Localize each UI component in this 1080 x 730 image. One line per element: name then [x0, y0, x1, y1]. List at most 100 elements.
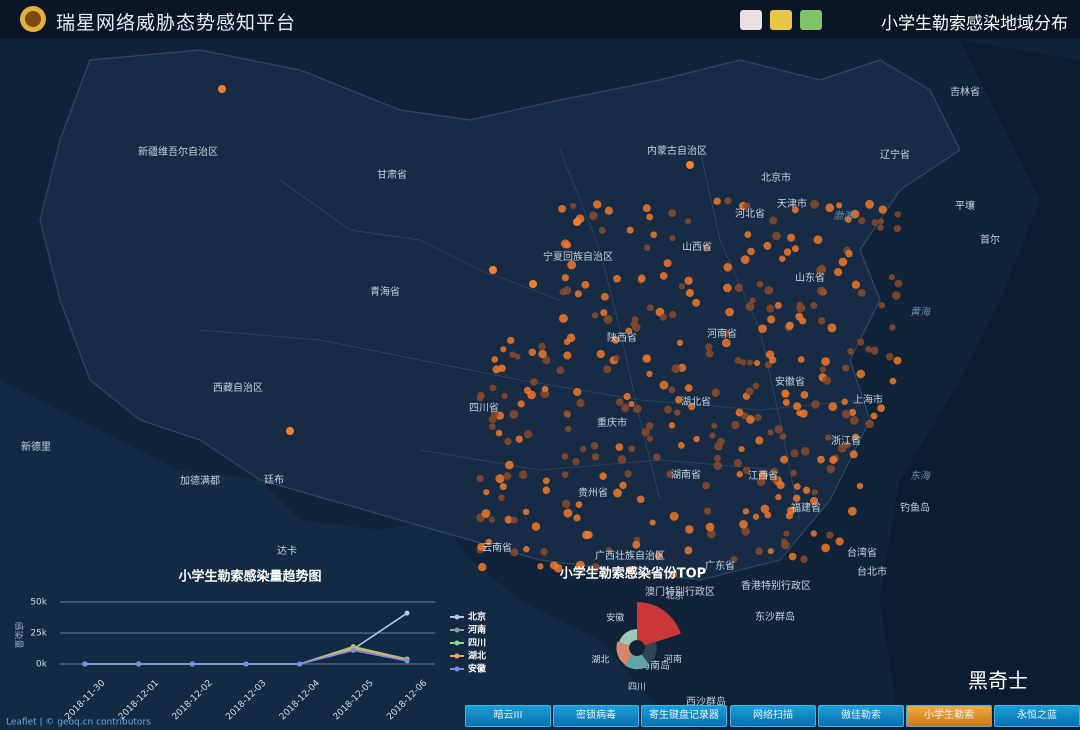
infection-dot	[523, 386, 532, 395]
infection-dot	[782, 398, 790, 406]
icon-download[interactable]	[800, 10, 822, 30]
menu-button[interactable]: 密锁病毒	[553, 705, 639, 727]
infection-dot	[755, 547, 763, 556]
infection-dot	[739, 520, 748, 529]
infection-dot	[504, 437, 512, 446]
infection-dot	[829, 455, 838, 464]
infection-dot	[541, 385, 549, 393]
map-label: 西藏自治区	[213, 381, 263, 394]
map-label: 青海省	[370, 285, 400, 298]
infection-dot	[810, 530, 817, 537]
logo	[20, 6, 46, 32]
infection-dot	[659, 271, 668, 280]
infection-dot	[791, 245, 799, 253]
infection-dot	[852, 433, 859, 441]
menu-button[interactable]: 傲佳勒索	[818, 705, 904, 727]
infection-dot	[816, 266, 825, 276]
infection-dot	[811, 489, 818, 496]
infection-dot	[510, 548, 519, 557]
infection-dot	[730, 556, 738, 563]
infection-dot	[685, 288, 694, 298]
infection-dot	[591, 312, 599, 319]
infection-dot	[671, 364, 681, 374]
infection-dot	[488, 423, 496, 430]
infection-dot	[877, 404, 886, 413]
infection-dot	[781, 540, 790, 550]
infection-dot	[685, 525, 694, 534]
infection-dot	[711, 388, 720, 397]
infection-dot	[566, 333, 576, 343]
infection-dot	[780, 455, 789, 464]
menu-button[interactable]: 小学生勒索	[906, 705, 992, 727]
x-tick-label: 2018-11-30	[63, 678, 107, 722]
infection-dot	[745, 302, 755, 312]
infection-dot	[825, 203, 835, 213]
infection-dot	[826, 464, 836, 474]
border	[199, 329, 861, 411]
infection-dot	[894, 279, 903, 288]
icon-globe[interactable]	[770, 10, 792, 30]
infection-dot	[649, 519, 656, 526]
icon-china-map[interactable]	[740, 10, 762, 30]
legend-marker	[454, 653, 460, 659]
map-label: 西沙群岛	[686, 695, 726, 708]
infection-dot	[759, 470, 768, 480]
rose-segment	[637, 602, 681, 646]
infection-dot	[743, 202, 751, 211]
infection-dot	[888, 274, 895, 281]
infection-dot	[847, 506, 857, 516]
infection-dot	[522, 508, 530, 516]
infection-dot	[645, 422, 654, 430]
infection-dot	[642, 204, 651, 213]
infection-dot	[767, 429, 774, 436]
map-label: 新德里	[21, 440, 51, 453]
infection-dot	[849, 450, 858, 459]
rose-segment	[619, 629, 637, 646]
infection-dot	[590, 441, 599, 450]
infection-dot	[542, 486, 551, 494]
infection-dot	[779, 433, 787, 440]
infection-dot	[561, 471, 569, 479]
header-bar	[0, 0, 1080, 38]
infection-dot	[669, 511, 679, 521]
menu-button[interactable]: 网络扫描	[730, 705, 816, 727]
infection-dot	[740, 255, 750, 264]
legend-marker	[454, 666, 460, 672]
infection-dot	[811, 400, 820, 409]
infection-dot	[847, 348, 854, 355]
map-label: 河南省	[707, 327, 737, 340]
infection-dot	[653, 453, 661, 461]
infection-dot	[537, 563, 544, 570]
infection-dot	[573, 387, 582, 397]
infection-dot	[560, 239, 570, 249]
infection-dot	[769, 356, 777, 364]
series-point	[297, 661, 303, 667]
map-label: 广东省	[705, 559, 735, 572]
x-tick-label: 2018-12-03	[224, 678, 268, 722]
infection-dot	[797, 356, 805, 363]
infection-dot	[756, 280, 764, 288]
infection-dot	[834, 267, 843, 277]
infection-dot	[663, 259, 672, 268]
infection-dot	[483, 489, 490, 496]
infection-dot	[886, 352, 894, 361]
infection-dot	[709, 432, 716, 439]
infection-dot	[646, 435, 653, 442]
menu-button[interactable]: 寄生键盘记录器	[641, 705, 727, 727]
infection-dot	[760, 504, 770, 514]
infection-dot	[668, 209, 677, 218]
infection-dot	[772, 231, 781, 241]
menu-button[interactable]: 永恒之蓝	[994, 705, 1080, 727]
menu-button[interactable]: 暗云III	[465, 705, 551, 727]
infection-dot	[620, 403, 630, 413]
infection-dot	[821, 543, 830, 553]
infection-dot	[563, 508, 573, 518]
series-line	[85, 612, 408, 665]
infection-dot	[851, 280, 861, 289]
infection-dot	[611, 335, 620, 344]
infection-dot	[893, 224, 902, 233]
infection-dot	[849, 415, 859, 425]
infection-dot	[674, 409, 681, 416]
infection-dot	[574, 290, 582, 298]
